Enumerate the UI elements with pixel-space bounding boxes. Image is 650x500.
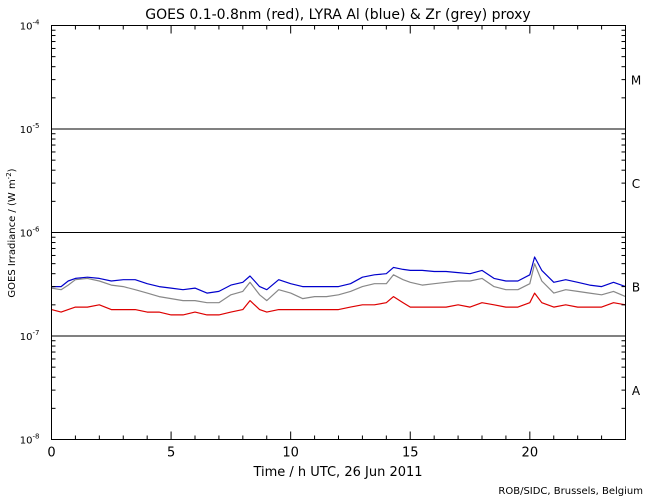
y-tick-exponent: -4: [33, 19, 41, 27]
flare-class-label: C: [632, 177, 640, 191]
y-tick-label: 10-5: [20, 122, 40, 136]
y-axis-label-close: ): [7, 168, 18, 172]
x-tick-label: 10: [282, 446, 299, 461]
y-axis: 10-810-710-610-510-4: [20, 19, 626, 447]
series-layer: [51, 256, 626, 316]
y-tick-base: 10: [20, 436, 33, 447]
credit-text: ROB/SIDC, Brussels, Belgium: [498, 486, 643, 497]
y-tick-base: 10: [20, 229, 33, 240]
y-tick-label: 10-8: [20, 433, 40, 447]
x-tick-label: 15: [402, 446, 419, 461]
chart-title: GOES 0.1-0.8nm (red), LYRA Al (blue) & Z…: [145, 7, 530, 23]
x-tick-label: 20: [522, 446, 539, 461]
y-axis-label-exponent: -2: [5, 172, 13, 179]
y-tick-exponent: -6: [33, 226, 41, 234]
flare-class-label: A: [632, 384, 641, 398]
flare-class-lines: [51, 128, 626, 337]
y-tick-base: 10: [20, 22, 33, 33]
y-axis-label-text: GOES Irradiance / (W m: [7, 179, 18, 297]
x-axis-label: Time / h UTC, 26 Jun 2011: [252, 465, 422, 480]
y-tick-label: 10-7: [20, 329, 40, 343]
y-tick-label: 10-6: [20, 226, 40, 240]
y-axis-label: GOES Irradiance / (W m-2): [5, 168, 18, 297]
y-tick-label: 10-4: [20, 19, 40, 33]
series-line-lyra-al: [51, 256, 626, 294]
y-tick-base: 10: [20, 332, 33, 343]
flare-class-labels: A B C M: [631, 74, 641, 399]
x-tick-label: 0: [47, 446, 55, 461]
flare-class-label: B: [632, 281, 640, 295]
x-tick-label: 5: [167, 446, 175, 461]
x-axis: 0 5 10 15 20: [47, 25, 626, 461]
y-tick-exponent: -8: [33, 433, 40, 441]
flare-class-label: M: [631, 74, 641, 88]
y-tick-base: 10: [20, 125, 33, 136]
y-tick-exponent: -7: [33, 329, 40, 337]
series-line-lyra-zr: [51, 263, 626, 304]
series-line-goes-0-1-0-8nm: [51, 292, 626, 316]
y-tick-exponent: -5: [33, 122, 40, 130]
